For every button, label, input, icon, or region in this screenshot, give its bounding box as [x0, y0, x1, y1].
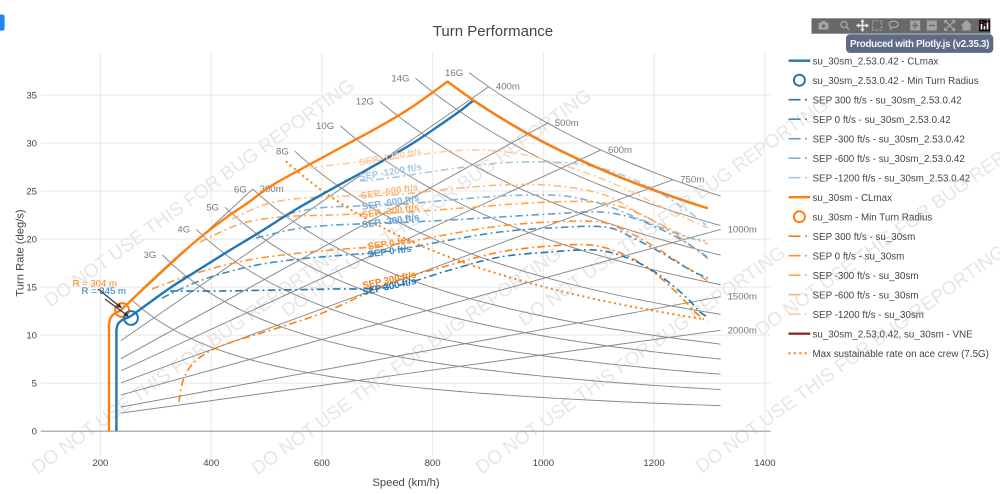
svg-text:SEP 300 ft/s - su_30sm: SEP 300 ft/s - su_30sm — [813, 232, 916, 243]
svg-text:R = 304 m: R = 304 m — [72, 279, 117, 290]
svg-text:35: 35 — [26, 90, 37, 101]
svg-text:su_30sm - Min Turn Radius: su_30sm - Min Turn Radius — [813, 213, 933, 224]
svg-text:R = 345 m: R = 345 m — [81, 286, 126, 297]
svg-text:1500m: 1500m — [728, 292, 757, 303]
svg-text:400: 400 — [203, 458, 219, 469]
svg-text:600: 600 — [314, 458, 330, 469]
svg-text:300m: 300m — [260, 184, 284, 195]
svg-text:10G: 10G — [316, 121, 334, 132]
svg-text:4G: 4G — [177, 225, 190, 236]
svg-text:SEP -1200 ft/s - su_30sm: SEP -1200 ft/s - su_30sm — [813, 310, 924, 321]
svg-text:500m: 500m — [555, 118, 579, 129]
svg-text:SEP -600 ft/s - su_30sm_2.53.0: SEP -600 ft/s - su_30sm_2.53.0.42 — [813, 154, 965, 165]
svg-text:20: 20 — [26, 235, 37, 246]
svg-text:5: 5 — [32, 379, 37, 390]
svg-text:SEP 0 ft/s - su_30sm: SEP 0 ft/s - su_30sm — [813, 252, 905, 263]
svg-text:Turn Performance: Turn Performance — [433, 23, 553, 40]
svg-text:800: 800 — [425, 458, 441, 469]
svg-text:Max sustainable rate on ace cr: Max sustainable rate on ace crew (7.5G) — [813, 349, 989, 360]
svg-text:Turn Rate (deg/s): Turn Rate (deg/s) — [15, 209, 27, 297]
svg-text:SEP -300 ft/s - su_30sm: SEP -300 ft/s - su_30sm — [813, 271, 919, 282]
svg-text:5G: 5G — [206, 202, 219, 213]
svg-text:1000m: 1000m — [728, 224, 757, 235]
svg-text:SEP -1200 ft/s - su_30sm_2.53.: SEP -1200 ft/s - su_30sm_2.53.0.42 — [813, 174, 971, 185]
svg-text:SEP -600 ft/s - su_30sm: SEP -600 ft/s - su_30sm — [813, 291, 919, 302]
svg-text:su_30sm_2.53.0.42, su_30sm - V: su_30sm_2.53.0.42, su_30sm - VNE — [813, 330, 974, 341]
svg-text:Speed (km/h): Speed (km/h) — [372, 477, 439, 489]
svg-text:SEP 300 ft/s - su_30sm_2.53.0.: SEP 300 ft/s - su_30sm_2.53.0.42 — [813, 96, 962, 107]
svg-text:200: 200 — [92, 458, 108, 469]
svg-text:30: 30 — [26, 138, 37, 149]
svg-text:16G: 16G — [445, 68, 463, 79]
svg-text:14G: 14G — [391, 74, 409, 85]
svg-text:SEP 0 ft/s - su_30sm_2.53.0.42: SEP 0 ft/s - su_30sm_2.53.0.42 — [813, 115, 951, 126]
svg-text:SEP -300 ft/s - su_30sm_2.53.0: SEP -300 ft/s - su_30sm_2.53.0.42 — [813, 135, 965, 146]
svg-text:400m: 400m — [496, 82, 520, 93]
svg-text:12G: 12G — [356, 97, 374, 108]
svg-text:1000: 1000 — [533, 458, 554, 469]
svg-text:su_30sm_2.53.0.42 - CLmax: su_30sm_2.53.0.42 - CLmax — [813, 57, 939, 68]
svg-text:15: 15 — [26, 283, 37, 294]
svg-text:600m: 600m — [608, 145, 632, 156]
svg-text:1400: 1400 — [754, 458, 775, 469]
svg-text:750m: 750m — [680, 175, 704, 186]
svg-text:su_30sm_2.53.0.42 - Min Turn R: su_30sm_2.53.0.42 - Min Turn Radius — [813, 76, 979, 87]
svg-text:Produced with Plotly.js (v2.35: Produced with Plotly.js (v2.35.3) — [850, 39, 989, 50]
svg-text:10: 10 — [26, 331, 37, 342]
svg-text:3G: 3G — [144, 250, 157, 261]
svg-text:2000m: 2000m — [728, 325, 757, 336]
svg-text:6G: 6G — [234, 184, 247, 195]
svg-text:1200: 1200 — [643, 458, 664, 469]
svg-text:su_30sm - CLmax: su_30sm - CLmax — [813, 193, 893, 204]
svg-text:0: 0 — [32, 427, 37, 438]
svg-text:25: 25 — [26, 186, 37, 197]
svg-text:8G: 8G — [276, 146, 289, 157]
